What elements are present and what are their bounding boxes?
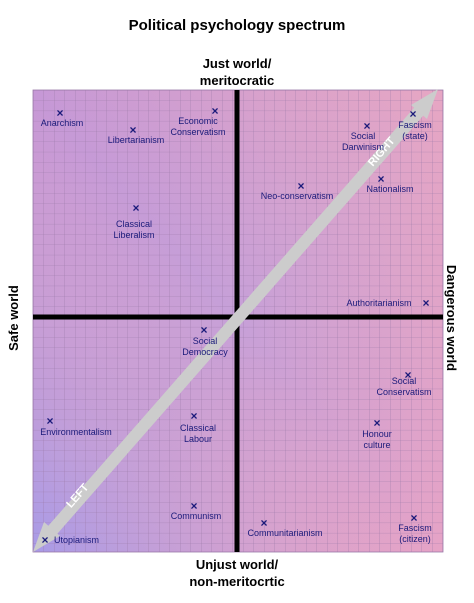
arrow-shaft — [45, 105, 426, 537]
point-label-anarchism-line-1: Anarchism — [41, 118, 84, 128]
point-marker-utopianism: × — [41, 533, 48, 547]
point-marker-libertarianism: × — [129, 123, 136, 137]
point-fascism-citizen: ×Fascism(citizen) — [398, 511, 432, 544]
point-neo-conservatism: ×Neo-conservatism — [261, 179, 334, 201]
point-label-fascism-state-line-1: Fascism — [398, 120, 432, 130]
point-label-utopianism-line-1: Utopianism — [54, 535, 99, 545]
points-layer: ×Anarchism ×Libertarianism×EconomicConser… — [40, 104, 432, 547]
point-marker-social-conservatism: × — [404, 368, 411, 382]
top-axis-label-line-1: Just world/ — [202, 56, 272, 71]
point-label-social-darwinism-line-1: Social — [351, 131, 376, 141]
bottom-axis-label-line-2: non-meritocrtic — [189, 574, 285, 589]
point-label-social-conservatism-line-1: Social — [392, 376, 417, 386]
point-label-classical-labour-line-2: Labour — [184, 434, 212, 444]
point-label-fascism-citizen-line-1: Fascism — [398, 523, 432, 533]
point-marker-communitarianism: × — [260, 516, 267, 530]
point-label-economic-conservatism-line-1: Economic — [178, 116, 218, 126]
point-marker-environmentalism: × — [46, 414, 53, 428]
point-marker-classical-labour: × — [190, 409, 197, 423]
point-label-libertarianism-line-1: Libertarianism — [108, 135, 165, 145]
point-marker-fascism-state: × — [409, 107, 416, 121]
point-label-social-democracy-line-2: Democracy — [182, 347, 228, 357]
point-marker-social-darwinism: × — [363, 119, 370, 133]
point-marker-classical-liberalism: × — [132, 201, 139, 215]
point-label-neo-conservatism-line-1: Neo-conservatism — [261, 191, 334, 201]
point-label-social-darwinism-line-2: Darwinism — [342, 142, 384, 152]
top-axis-label-line-2: meritocratic — [199, 73, 275, 88]
point-label-communism-line-1: Communism — [171, 511, 222, 521]
arrow-head-right — [411, 89, 438, 119]
point-label-honour-culture-line-1: Honour — [362, 429, 392, 439]
point-communism: ×Communism — [171, 499, 222, 521]
point-label-social-conservatism-line-2: Conservatism — [376, 387, 431, 397]
point-nationalism: ×Nationalism — [366, 172, 413, 194]
diagram-title: Political psychology spectrum — [128, 17, 346, 34]
arrow-head-left — [33, 522, 60, 552]
point-marker-authoritarianism: × — [422, 296, 429, 310]
point-fascism-state: ×Fascism(state) — [398, 107, 432, 141]
point-label-economic-conservatism-line-2: Conservatism — [170, 127, 225, 137]
point-label-classical-labour-line-1: Classical — [180, 423, 216, 433]
bottom-axis-label-line-1: Unjust world/ — [195, 557, 279, 572]
point-label-honour-culture-line-2: culture — [363, 440, 390, 450]
point-label-classical-liberalism-line-2: Liberalism — [113, 230, 154, 240]
point-label-social-democracy-line-1: Social — [193, 336, 218, 346]
point-marker-social-democracy: × — [200, 323, 207, 337]
point-label-communitarianism-line-1: Communitarianism — [247, 528, 322, 538]
point-label-environmentalism-line-1: Environmentalism — [40, 427, 112, 437]
point-anarchism: ×Anarchism — [41, 106, 84, 128]
point-environmentalism: ×Environmentalism — [40, 414, 112, 437]
point-marker-economic-conservatism: × — [211, 104, 218, 118]
point-label-authoritarianism-line-1: Authoritarianism — [346, 298, 411, 308]
point-marker-neo-conservatism: × — [297, 179, 304, 193]
point-label-fascism-citizen-line-2: (citizen) — [399, 534, 431, 544]
point-authoritarianism: × Authoritarianism — [346, 296, 429, 310]
point-communitarianism: ×Communitarianism — [247, 516, 322, 538]
point-utopianism: × Utopianism — [41, 533, 99, 547]
point-marker-communism: × — [190, 499, 197, 513]
point-label-nationalism-line-1: Nationalism — [366, 184, 413, 194]
top-axis-label: Just world/ meritocratic — [137, 55, 337, 89]
point-label-classical-liberalism-line-1: Classical — [116, 219, 152, 229]
point-marker-anarchism: × — [56, 106, 63, 120]
point-marker-honour-culture: × — [373, 416, 380, 430]
point-libertarianism: ×Libertarianism — [108, 123, 165, 145]
bottom-axis-label: Unjust world/ non-meritocrtic — [137, 556, 337, 590]
point-marker-nationalism: × — [377, 172, 384, 186]
point-marker-fascism-citizen: × — [410, 511, 417, 525]
point-label-fascism-state-line-2: (state) — [402, 131, 428, 141]
